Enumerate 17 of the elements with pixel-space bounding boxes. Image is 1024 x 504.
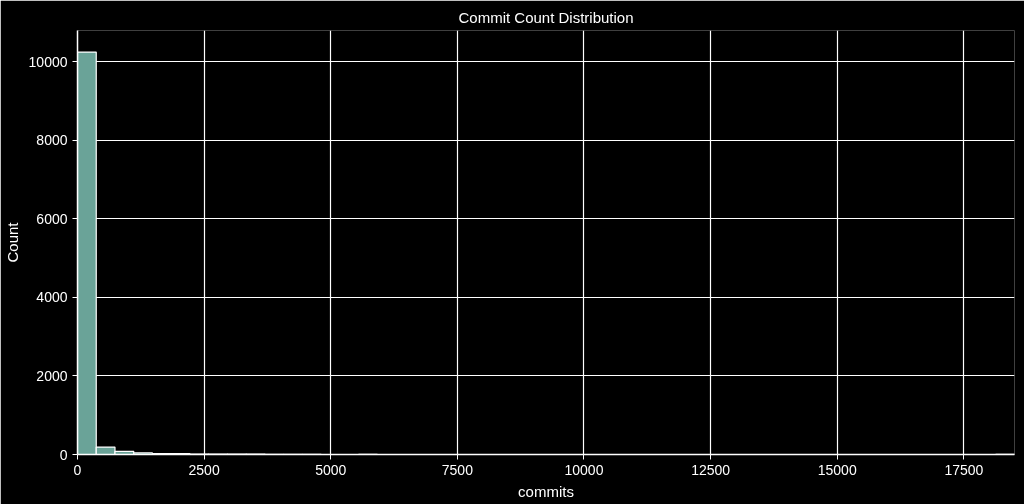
y-tick-label: 10000	[28, 53, 68, 70]
y-tick-label: 2000	[36, 367, 68, 384]
x-tick-label: 17500	[944, 461, 984, 478]
x-tick-label: 0	[73, 461, 82, 478]
y-tick-label: 6000	[36, 210, 68, 227]
x-tick-label: 12500	[691, 461, 731, 478]
chart-title: Commit Count Distribution	[458, 8, 634, 26]
x-tick-label: 15000	[817, 461, 857, 478]
y-tick-label: 8000	[36, 132, 68, 149]
x-tick-label: 7500	[441, 461, 474, 478]
y-tick-label: 4000	[36, 289, 68, 306]
x-tick-label: 10000	[564, 461, 604, 478]
x-axis-title: commits	[518, 482, 574, 500]
x-tick-label: 2500	[188, 461, 220, 478]
y-axis-title: Count	[3, 221, 21, 263]
y-tick-label: 0	[59, 446, 68, 463]
x-tick-label: 5000	[315, 461, 347, 478]
